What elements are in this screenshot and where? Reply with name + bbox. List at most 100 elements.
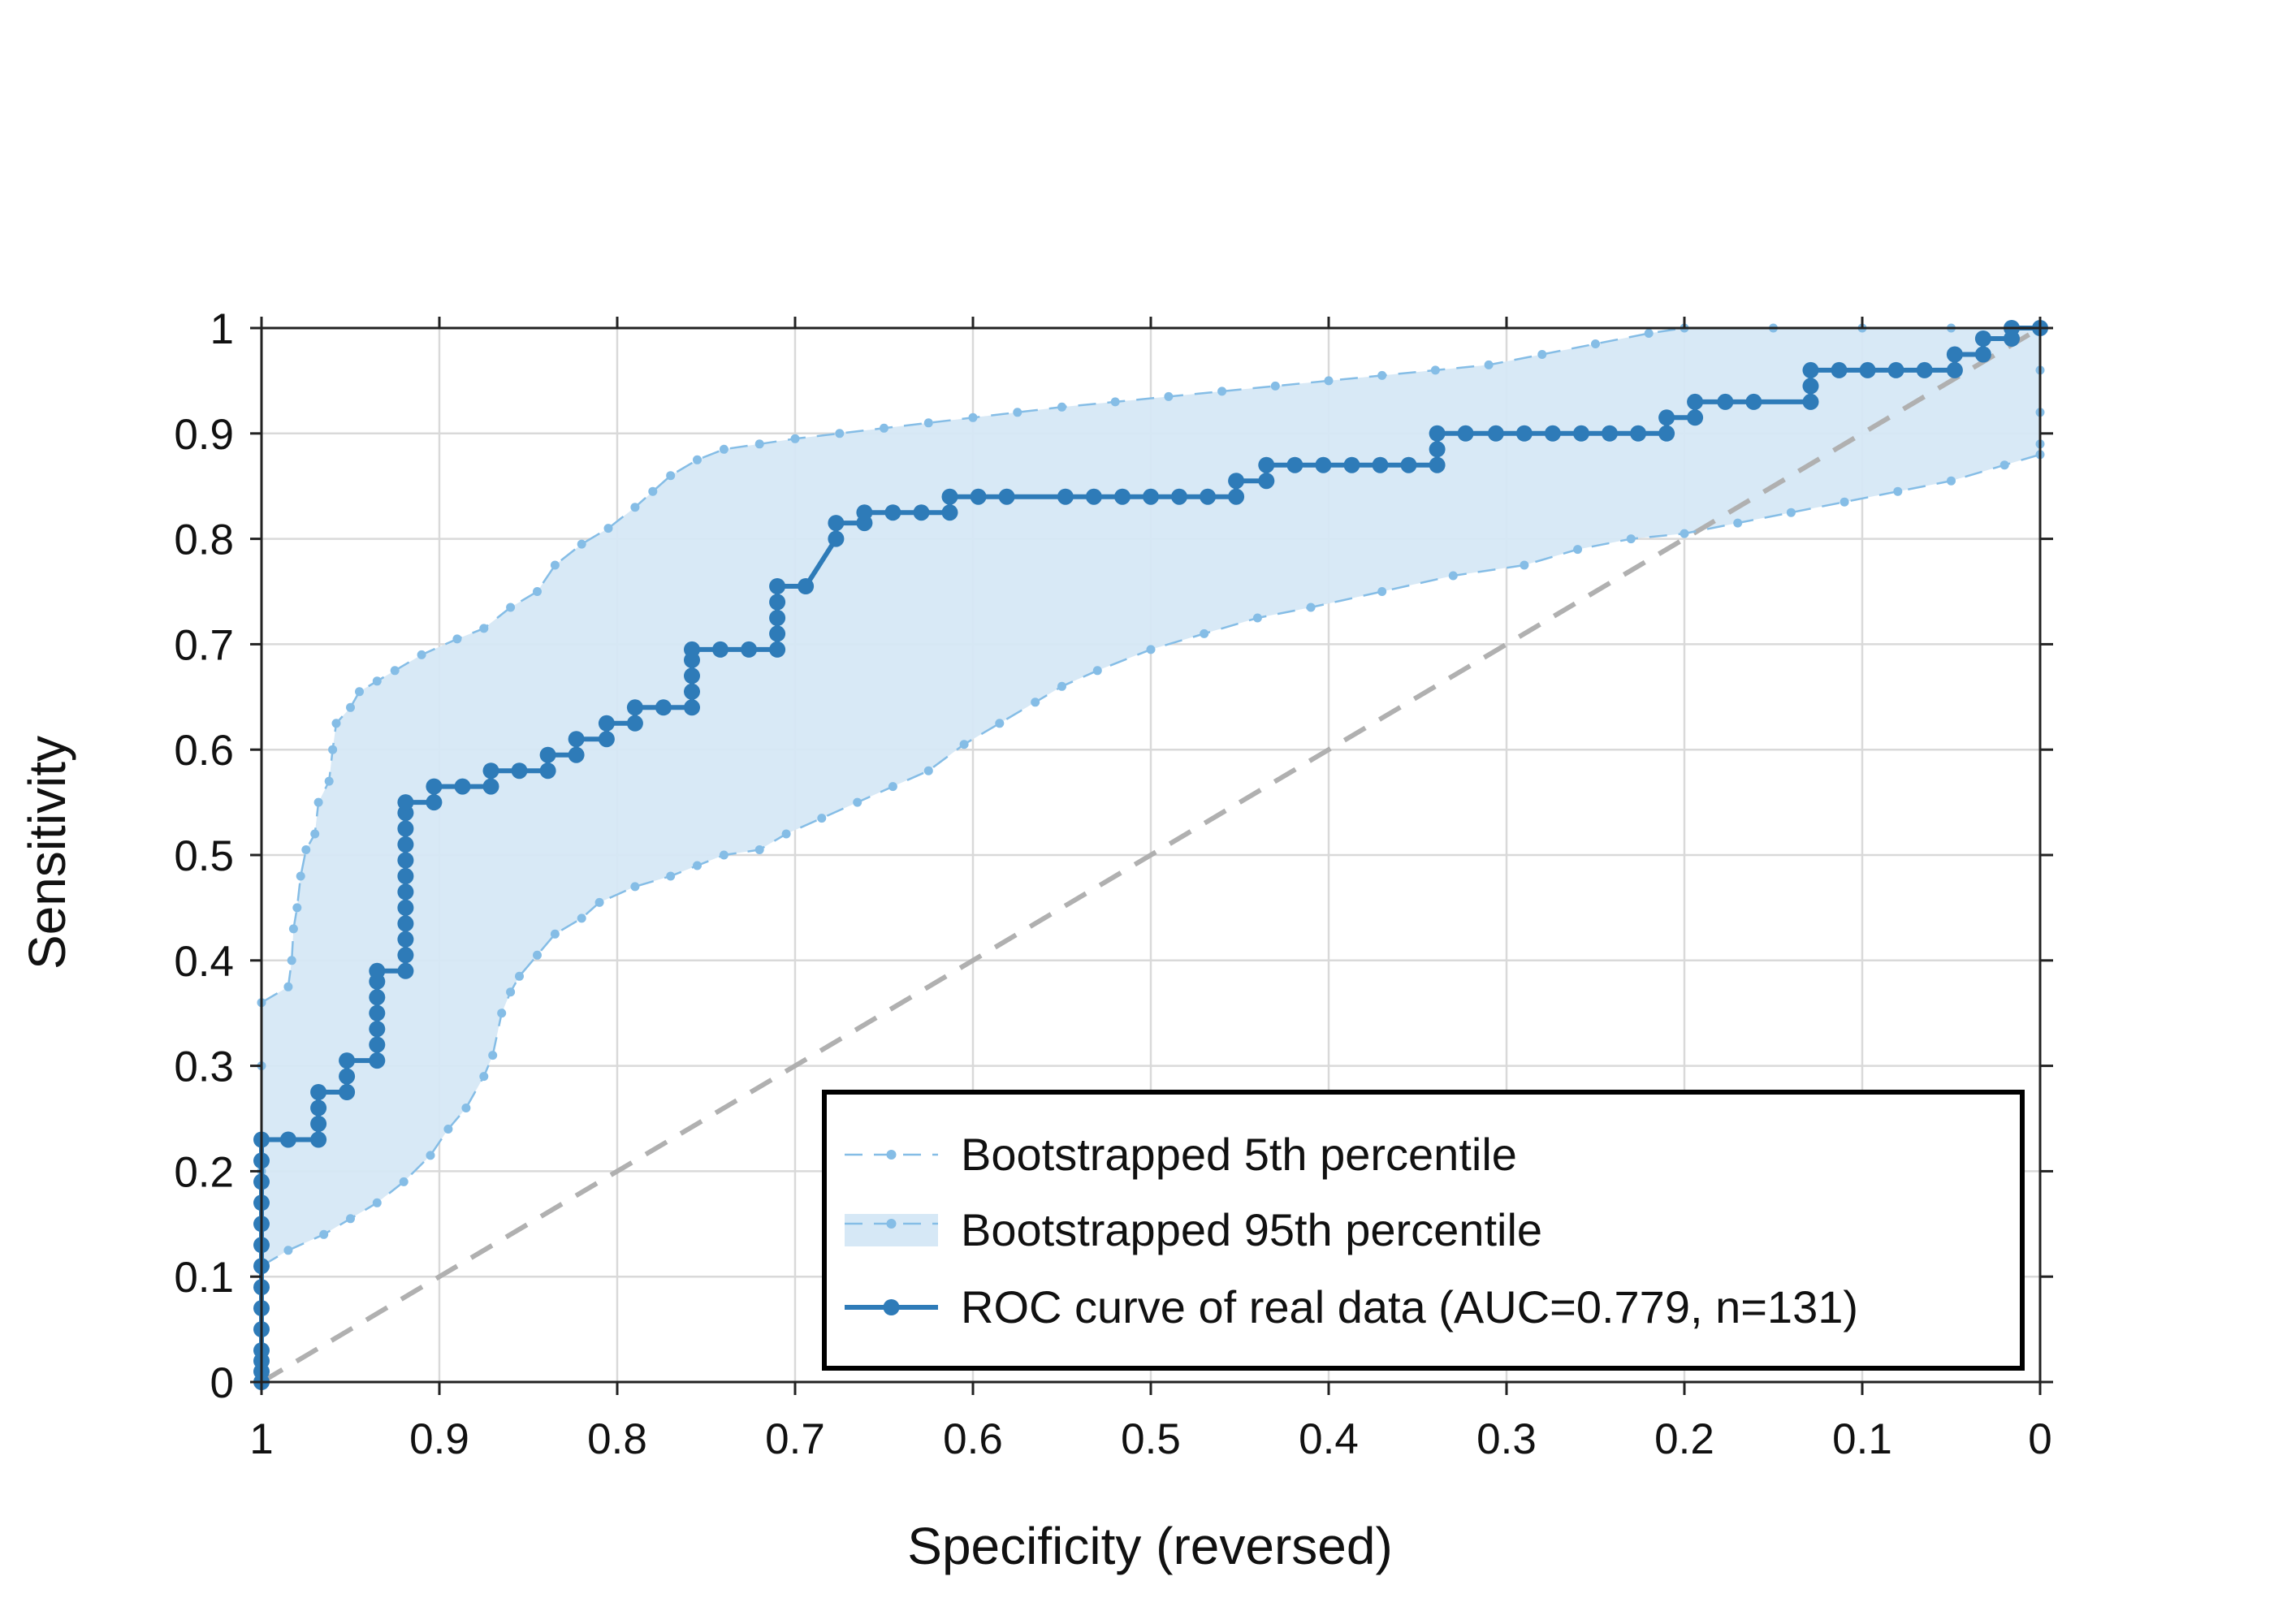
- percentile-95-point: [1110, 397, 1120, 407]
- percentile-5-point: [1786, 508, 1796, 517]
- roc-point: [1429, 456, 1446, 473]
- percentile-95-point: [533, 587, 542, 596]
- roc-point: [684, 683, 700, 700]
- roc-point: [1515, 425, 1533, 442]
- x-tick-label: 1: [249, 1415, 273, 1463]
- roc-point: [339, 1068, 356, 1085]
- roc-point: [568, 746, 585, 763]
- percentile-95-point: [880, 423, 888, 433]
- roc-point: [1916, 361, 1933, 378]
- roc-point: [1687, 409, 1704, 426]
- roc-point: [1859, 361, 1876, 378]
- roc-point: [1544, 425, 1561, 442]
- percentile-5-point: [817, 814, 827, 823]
- percentile-5-point: [577, 914, 586, 923]
- roc-point: [397, 962, 414, 979]
- legend-label-roc: ROC curve of real data (AUC=0.779, n=131…: [961, 1281, 1858, 1332]
- y-tick-label: 0.6: [174, 727, 234, 775]
- roc-point: [856, 504, 873, 521]
- percentile-95-point: [1270, 381, 1280, 391]
- roc-point: [1974, 346, 1991, 363]
- y-tick-label: 0.3: [174, 1043, 234, 1091]
- percentile-5-point: [443, 1125, 453, 1134]
- percentile-95-point: [288, 924, 298, 934]
- percentile-95-point: [452, 634, 462, 644]
- percentile-95-point: [1484, 360, 1494, 369]
- series-layer: [253, 320, 2048, 1390]
- roc-point: [1258, 473, 1275, 490]
- roc-point: [397, 931, 414, 948]
- legend-swatches: [845, 1150, 938, 1315]
- percentile-5-point: [497, 1009, 507, 1018]
- roc-point: [1343, 456, 1360, 473]
- percentile-95-point: [292, 903, 302, 913]
- chance-diagonal-line: [260, 326, 2042, 1384]
- percentile-5-line-group: [257, 323, 2045, 1387]
- percentile-95-point: [1430, 365, 1440, 375]
- x-tick-label: 0.9: [409, 1415, 469, 1463]
- roc-point: [769, 578, 786, 594]
- roc-point: [1143, 488, 1159, 505]
- legend: Bootstrapped 5th percentile Bootstrapped…: [822, 1090, 2025, 1371]
- roc-point: [1658, 409, 1675, 426]
- y-tick-label: 0.9: [174, 411, 234, 459]
- roc-point: [1658, 425, 1675, 442]
- roc-point: [1974, 330, 1991, 347]
- percentile-5-point: [533, 950, 542, 960]
- percentile-95-point: [603, 524, 613, 533]
- roc-point: [684, 699, 700, 716]
- percentile-5-point: [1031, 698, 1040, 707]
- percentile-95-point: [283, 982, 293, 991]
- percentile-5-point: [346, 1214, 355, 1224]
- roc-point: [769, 641, 786, 658]
- legend-swatch-roc-point: [883, 1299, 900, 1315]
- percentile-95-point: [1164, 391, 1174, 401]
- percentile-5-point: [666, 871, 676, 881]
- percentile-95-point: [923, 418, 933, 428]
- percentile-95-point: [1013, 408, 1022, 417]
- percentile-95-point: [296, 871, 305, 881]
- percentile-95-point: [390, 666, 400, 676]
- percentile-5-point: [1680, 529, 1689, 538]
- x-axis-title: Specificity (reversed): [907, 1517, 1393, 1575]
- roc-point: [1085, 488, 1102, 505]
- percentile-95-point: [968, 412, 978, 422]
- roc-point: [998, 488, 1015, 505]
- axis-ticks: [250, 317, 2053, 1395]
- percentile-95-point: [719, 444, 728, 454]
- roc-point: [884, 504, 901, 521]
- roc-point: [1372, 456, 1389, 473]
- percentile-95-point: [346, 702, 355, 712]
- legend-box: [822, 1090, 2025, 1371]
- percentile-5-point: [1947, 476, 1956, 486]
- x-tick-label: 0.7: [765, 1415, 825, 1463]
- x-tick-label: 0.2: [1654, 1415, 1714, 1463]
- percentile-5-point: [693, 861, 702, 870]
- percentile-95-point: [1057, 402, 1066, 412]
- y-tick-label: 0.4: [174, 938, 234, 986]
- percentile-95-point: [506, 603, 516, 612]
- roc-point: [1831, 361, 1848, 378]
- percentile-5-point: [506, 987, 516, 997]
- roc-curve-line-group: [253, 320, 2048, 1390]
- roc-point: [741, 641, 758, 658]
- percentile-5-point: [995, 719, 1005, 728]
- percentile-5-point: [399, 1177, 409, 1186]
- roc-point: [454, 778, 471, 795]
- percentile-95-point: [1591, 339, 1600, 348]
- roc-point: [1487, 425, 1504, 442]
- roc-point: [397, 794, 414, 811]
- roc-point: [339, 1084, 356, 1100]
- percentile-5-point: [1377, 587, 1387, 596]
- roc-point: [279, 1131, 296, 1148]
- percentile-5-point: [1999, 460, 2009, 470]
- percentile-5-point: [1252, 613, 1262, 623]
- roc-point: [539, 746, 556, 763]
- percentile-5-point: [1092, 666, 1102, 676]
- roc-point: [1802, 378, 1819, 395]
- percentile-5-point: [959, 740, 969, 749]
- roc-point: [1315, 456, 1332, 473]
- x-tick-label: 0: [2028, 1415, 2051, 1463]
- roc-point: [598, 731, 615, 748]
- roc-point: [369, 1052, 386, 1069]
